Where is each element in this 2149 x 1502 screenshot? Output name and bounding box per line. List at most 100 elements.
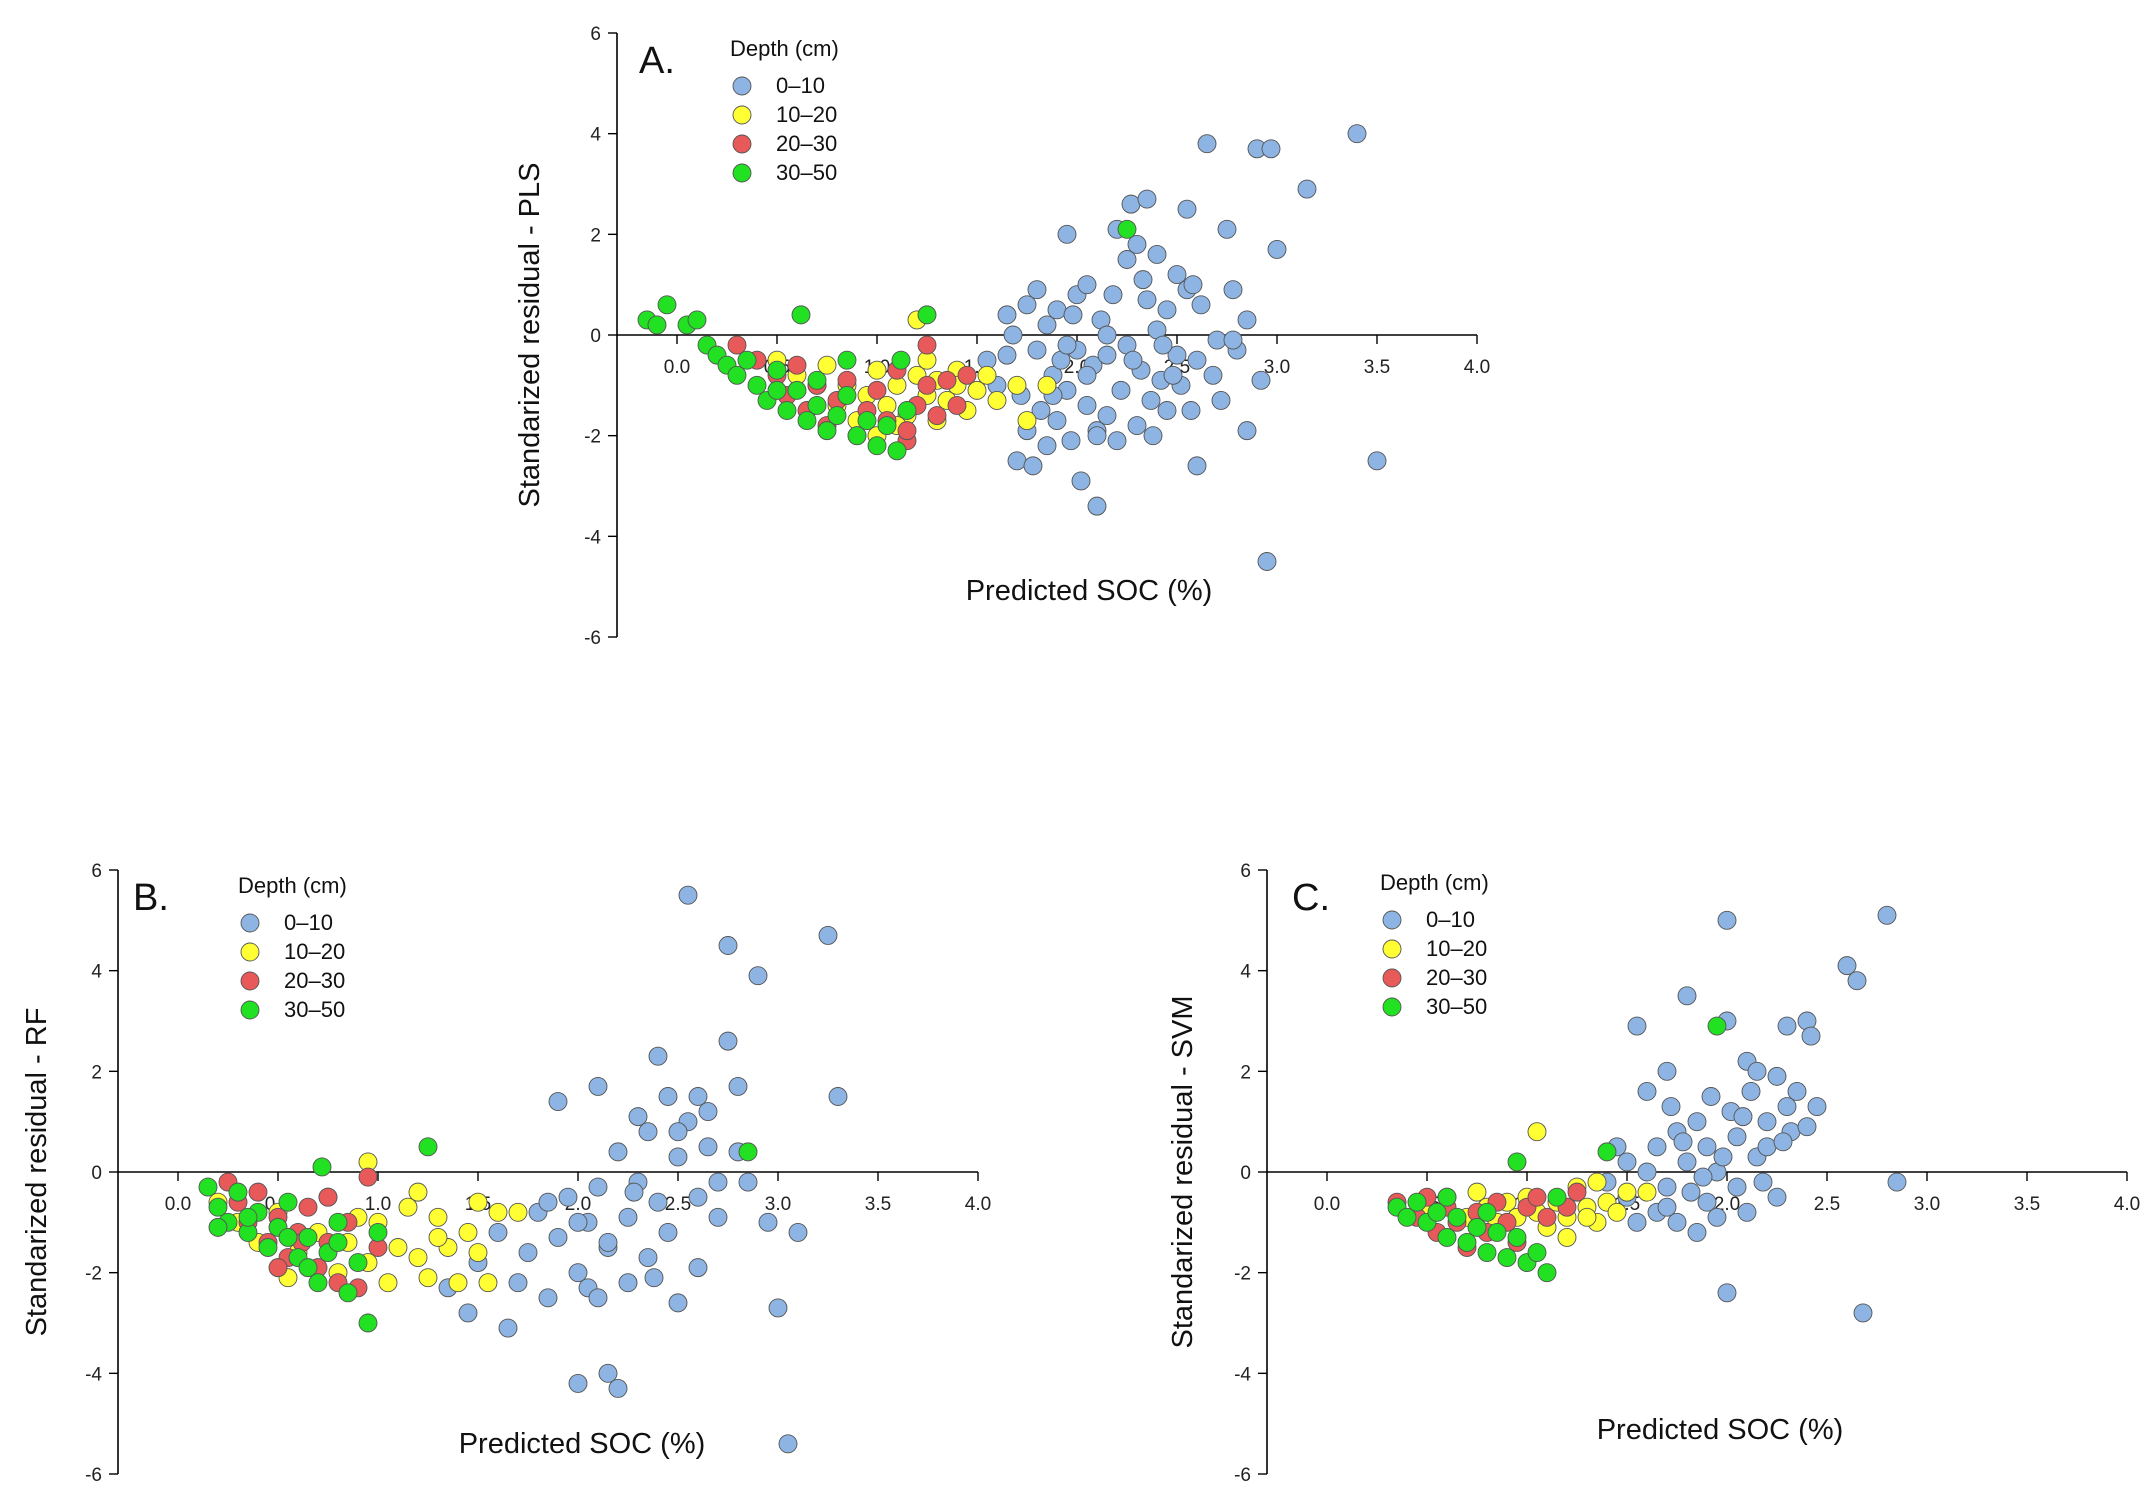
panel-b-point-depth-20-30 (319, 1188, 337, 1206)
panel-b-point-depth-30-50 (359, 1314, 377, 1332)
panel-c-point-depth-0-10 (1718, 1284, 1736, 1302)
panel-b-point-depth-0-10 (659, 1223, 677, 1241)
panel-a-point-depth-20-30 (788, 356, 806, 374)
panel-c-point-depth-10-20 (1578, 1208, 1596, 1226)
panel-c-y-tick-label: -4 (1234, 1364, 1251, 1385)
panel-a-point-depth-0-10 (1238, 311, 1256, 329)
panel-b-point-depth-30-50 (339, 1284, 357, 1302)
panel-a-point-depth-0-10 (1158, 301, 1176, 319)
panel-c-point-depth-0-10 (1768, 1188, 1786, 1206)
panel-a-point-depth-20-30 (898, 422, 916, 440)
panel-a-legend-label-30-50: 30–50 (776, 160, 837, 185)
panel-b-point-depth-10-20 (429, 1228, 447, 1246)
panel-c-x-tick-label: 0.0 (1314, 1194, 1340, 1215)
panel-a-point-depth-10-20 (868, 361, 886, 379)
panel-c-point-depth-30-50 (1438, 1188, 1456, 1206)
panel-b-point-depth-20-30 (249, 1183, 267, 1201)
panel-b-legend: Depth (cm)0–1010–2020–3030–50 (238, 873, 347, 1022)
panel-b-x-tick-label: 0.0 (165, 1194, 191, 1215)
panel-c-point-depth-30-50 (1538, 1264, 1556, 1282)
panel-b-point-depth-0-10 (639, 1123, 657, 1141)
panel-b-point-depth-0-10 (669, 1148, 687, 1166)
panel-a-point-depth-30-50 (778, 402, 796, 420)
panel-b-point-depth-10-20 (469, 1244, 487, 1262)
panel-c-point-depth-0-10 (1674, 1133, 1692, 1151)
panel-a-point-depth-0-10 (1112, 381, 1130, 399)
panel-c-legend-label-10-20: 10–20 (1426, 936, 1487, 961)
panel-a-point-depth-0-10 (1128, 417, 1146, 435)
panel-a-point-depth-30-50 (918, 306, 936, 324)
panel-a-x-tick-label: 3.5 (1364, 357, 1390, 378)
panel-b-point-depth-10-20 (509, 1203, 527, 1221)
panel-a-point-depth-0-10 (1164, 366, 1182, 384)
panel-a-point-depth-30-50 (808, 396, 826, 414)
panel-c-legend: Depth (cm) 0–10 10–20 20–30 30–50 (1380, 870, 1489, 1019)
panel-b-point-depth-10-20 (459, 1223, 477, 1241)
panel-b-point-depth-0-10 (589, 1289, 607, 1307)
panel-c-legend-label-20-30: 20–30 (1426, 965, 1487, 990)
panel-b-legend-marker-30-50 (241, 1001, 259, 1019)
panel-a-point-depth-0-10 (1148, 245, 1166, 263)
panel-b-point-depth-0-10 (569, 1374, 587, 1392)
panel-b-point-depth-0-10 (759, 1213, 777, 1231)
panel-b-point-depth-0-10 (589, 1178, 607, 1196)
panel-a-x-axis-title: Predicted SOC (%) (966, 575, 1213, 607)
panel-a-point-depth-0-10 (1218, 220, 1236, 238)
panel-c-point-depth-0-10 (1748, 1062, 1766, 1080)
panel-a-y-axis-title: Standarized residual - PLS (514, 163, 546, 508)
panel-a-point-depth-0-10 (1058, 336, 1076, 354)
panel-b-point-depth-0-10 (679, 886, 697, 904)
panel-b-point-depth-30-50 (329, 1213, 347, 1231)
panel-a-point-depth-10-20 (988, 391, 1006, 409)
panel-b-point-depth-10-20 (399, 1198, 417, 1216)
panel-b-y-tick-label: -4 (85, 1364, 102, 1385)
figure: -6-4-202460.00.51.01.52.02.53.03.54.0 A.… (0, 0, 2149, 1502)
panel-a-point-depth-0-10 (1004, 326, 1022, 344)
panel-a-y-tick-label: 6 (590, 24, 601, 45)
panel-a-point-depth-20-30 (958, 366, 976, 384)
panel-a-x-tick-label: 0.0 (664, 357, 690, 378)
panel-c-point-depth-0-10 (1728, 1128, 1746, 1146)
panel-b-point-depth-30-50 (279, 1193, 297, 1211)
panel-c-point-depth-0-10 (1708, 1208, 1726, 1226)
panel-a-point-depth-0-10 (1108, 432, 1126, 450)
panel-c-y-tick-label: 4 (1240, 962, 1251, 983)
panel-a-point-depth-30-50 (738, 351, 756, 369)
panel-b-y-tick-label: 6 (91, 861, 102, 882)
panel-c-point-depth-0-10 (1718, 911, 1736, 929)
panel-b-x-tick-label: 1.0 (365, 1194, 391, 1215)
panel-b-point-depth-0-10 (649, 1193, 667, 1211)
panel-a-point-depth-0-10 (1128, 235, 1146, 253)
panel-c-point-depth-0-10 (1682, 1183, 1700, 1201)
panel-a-point-depth-30-50 (648, 316, 666, 334)
panel-a-point-depth-20-30 (918, 336, 936, 354)
panel-c-point-depth-30-50 (1708, 1017, 1726, 1035)
panel-c-point-depth-0-10 (1688, 1223, 1706, 1241)
panel-a-point-depth-30-50 (792, 306, 810, 324)
panel-c-x-tick-label: 2.5 (1814, 1194, 1840, 1215)
panel-b-point-depth-0-10 (589, 1077, 607, 1095)
panel-c-point-depth-0-10 (1688, 1113, 1706, 1131)
panel-b-point-depth-0-10 (619, 1208, 637, 1226)
panel-a-y-tick-label: 0 (590, 326, 601, 347)
panel-a-point-depth-30-50 (892, 351, 910, 369)
panel-b-point-depth-0-10 (699, 1103, 717, 1121)
panel-c-point-depth-0-10 (1628, 1213, 1646, 1231)
panel-b-point-depth-0-10 (709, 1208, 727, 1226)
panel-c-point-depth-10-20 (1558, 1228, 1576, 1246)
panel-c-legend-marker-10-20 (1383, 940, 1401, 958)
panel-b-point-depth-10-20 (449, 1274, 467, 1292)
panel-a-point-depth-0-10 (1368, 452, 1386, 470)
panel-a-point-depth-0-10 (1188, 457, 1206, 475)
panel-b-point-depth-30-50 (259, 1239, 277, 1257)
panel-b-point-depth-10-20 (409, 1183, 427, 1201)
panel-c-point-depth-10-20 (1528, 1123, 1546, 1141)
panel-b: -6-4-202460.00.51.01.52.02.53.03.54.0 B.… (21, 861, 991, 1486)
panel-a-y-tick-label: -4 (584, 527, 601, 548)
panel-b-point-depth-0-10 (609, 1379, 627, 1397)
panel-c-point-depth-0-10 (1878, 906, 1896, 924)
panel-b-point-depth-20-30 (299, 1198, 317, 1216)
panel-b-point-depth-10-20 (419, 1269, 437, 1287)
panel-c-point-depth-0-10 (1808, 1098, 1826, 1116)
panel-a-point-depth-0-10 (1088, 427, 1106, 445)
